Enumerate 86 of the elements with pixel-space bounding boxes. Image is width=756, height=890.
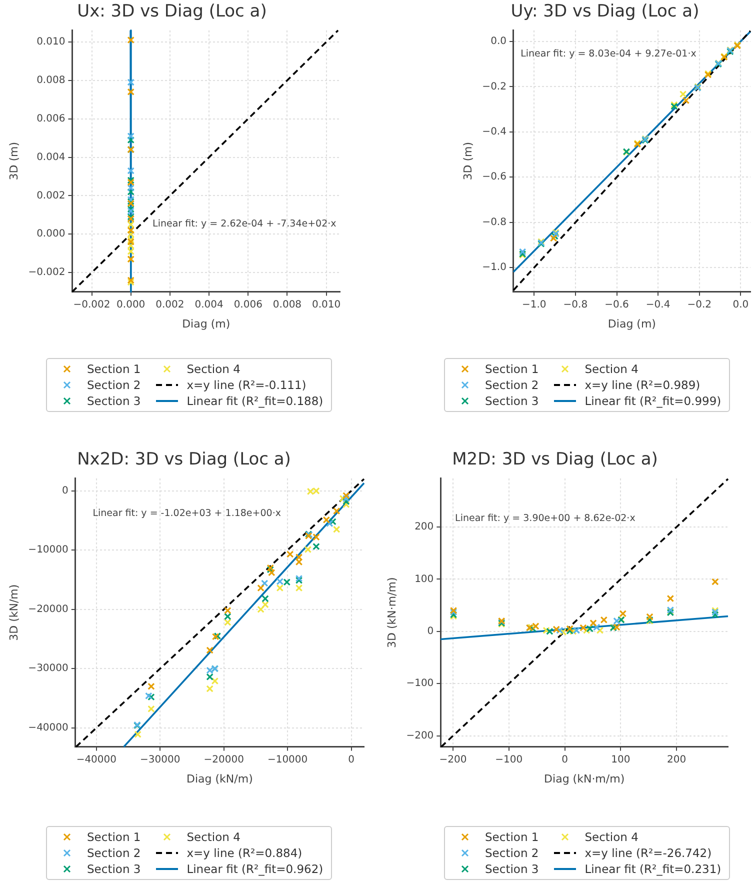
y-tick-label: −0.4 — [482, 126, 506, 138]
x-tick-label: 0.010 — [312, 299, 341, 310]
legend-label: Section 3 — [485, 394, 539, 408]
x-tick-label: 200 — [667, 754, 686, 766]
annotation: Linear fit: y = -1.02e+03 + 1.18e+00·x — [92, 508, 282, 519]
legend-label: Section 4 — [186, 830, 240, 844]
x-tick-label: 0.002 — [156, 299, 184, 310]
legend-label: Linear fit (R²_fit=0.999) — [584, 394, 722, 408]
legend-label: Section 4 — [584, 362, 638, 376]
y-tick-label: −0.002 — [28, 267, 66, 278]
legend-label: Section 1 — [485, 830, 539, 844]
x-tick-label: 0.008 — [272, 299, 302, 310]
legend-label: x=y line (R²=0.989) — [584, 378, 700, 392]
x-tick-label: 0.0 — [732, 299, 749, 310]
x-tick-label: −0.4 — [646, 299, 670, 310]
legend-label: x=y line (R²=-26.742) — [584, 846, 712, 860]
legend-label: Section 2 — [87, 378, 141, 392]
x-tick-label: −0.6 — [604, 299, 629, 310]
x-tick-label: −200 — [439, 754, 467, 766]
x-axis-title: Diag (m) — [182, 317, 230, 330]
y-axis-title: 3D (m) — [461, 142, 474, 180]
y-tick-label: 0.0 — [490, 36, 506, 48]
y-tick-label: 0.004 — [36, 152, 66, 163]
annotation: Linear fit: y = 2.62e-04 + -7.34e+02·x — [152, 218, 337, 230]
y-axis-title: 3D (kN·m/m) — [385, 577, 398, 648]
x-tick-label: −1.0 — [522, 299, 546, 310]
annotation: Linear fit: y = 3.90e+00 + 8.62e-02·x — [455, 513, 636, 524]
legend-label: Section 3 — [87, 862, 141, 876]
y-tick-label: 0.000 — [36, 228, 66, 240]
legend-label: Linear fit (R²_fit=0.231) — [584, 862, 722, 876]
legend-label: Linear fit (R²_fit=0.188) — [186, 394, 324, 408]
chart-title: Uy: 3D vs Diag (Loc a) — [510, 2, 700, 22]
y-tick-label: 0.002 — [36, 190, 66, 202]
y-axis-title: 3D (m) — [7, 142, 20, 180]
chart-title: Ux: 3D vs Diag (Loc a) — [77, 2, 267, 22]
chart-title: Nx2D: 3D vs Diag (Loc a) — [77, 450, 291, 470]
x-axis-title: Diag (kN/m) — [186, 772, 253, 786]
x-tick-label: −40000 — [76, 754, 117, 766]
x-tick-label: −100 — [495, 754, 523, 766]
y-tick-label: −0.2 — [482, 81, 506, 92]
x-axis-title: Diag (kN·m/m) — [544, 772, 625, 786]
y-tick-label: 100 — [414, 574, 434, 585]
x-tick-label: −0.2 — [687, 299, 712, 310]
y-tick-label: −100 — [406, 678, 434, 690]
legend-label: Section 2 — [485, 378, 539, 392]
y-tick-label: −0.8 — [482, 216, 506, 228]
legend-label: Section 1 — [485, 362, 539, 376]
x-tick-label: −30000 — [140, 754, 180, 766]
y-tick-label: −0.6 — [482, 172, 506, 183]
legend-label: Section 3 — [87, 394, 141, 408]
y-tick-label: −30000 — [28, 663, 68, 674]
y-tick-label: −40000 — [28, 722, 68, 734]
x-tick-label: 0 — [348, 754, 354, 766]
y-tick-label: −1.0 — [482, 262, 506, 274]
legend-label: Section 4 — [186, 362, 240, 376]
x-tick-label: −0.002 — [73, 299, 110, 310]
legend-label: Section 2 — [87, 846, 141, 860]
y-tick-label: 0.008 — [36, 74, 66, 86]
x-axis-title: Diag (m) — [608, 317, 656, 330]
x-tick-label: 0.004 — [194, 299, 224, 310]
y-tick-label: 0 — [427, 626, 434, 637]
legend-label: Section 3 — [485, 862, 539, 876]
x-tick-label: −0.8 — [563, 299, 588, 310]
legend-label: x=y line (R²=0.884) — [186, 846, 302, 860]
y-tick-label: 0.010 — [36, 36, 66, 48]
x-tick-label: −10000 — [267, 754, 308, 766]
x-tick-label: 0.006 — [234, 299, 262, 310]
x-tick-label: −20000 — [204, 754, 244, 766]
x-tick-label: 0.000 — [116, 299, 146, 310]
legend-label: Section 1 — [87, 830, 141, 844]
legend-label: Section 4 — [584, 830, 638, 844]
y-axis-title: 3D (kN/m) — [7, 584, 20, 641]
legend-label: Linear fit (R²_fit=0.962) — [186, 862, 324, 876]
y-tick-label: 0 — [62, 485, 68, 496]
y-tick-label: −200 — [406, 730, 434, 742]
legend-label: Section 2 — [485, 846, 539, 860]
y-tick-label: −10000 — [28, 544, 68, 556]
x-tick-label: 0 — [562, 754, 568, 766]
legend-label: x=y line (R²=-0.111) — [186, 378, 306, 392]
y-tick-label: −20000 — [28, 604, 68, 615]
chart-title: M2D: 3D vs Diag (Loc a) — [452, 450, 658, 470]
x-tick-label: 100 — [611, 754, 630, 766]
annotation: Linear fit: y = 8.03e-04 + 9.27e-01·x — [520, 48, 697, 60]
y-tick-label: 200 — [414, 522, 434, 533]
legend-label: Section 1 — [87, 362, 141, 376]
y-tick-label: 0.006 — [36, 113, 66, 124]
